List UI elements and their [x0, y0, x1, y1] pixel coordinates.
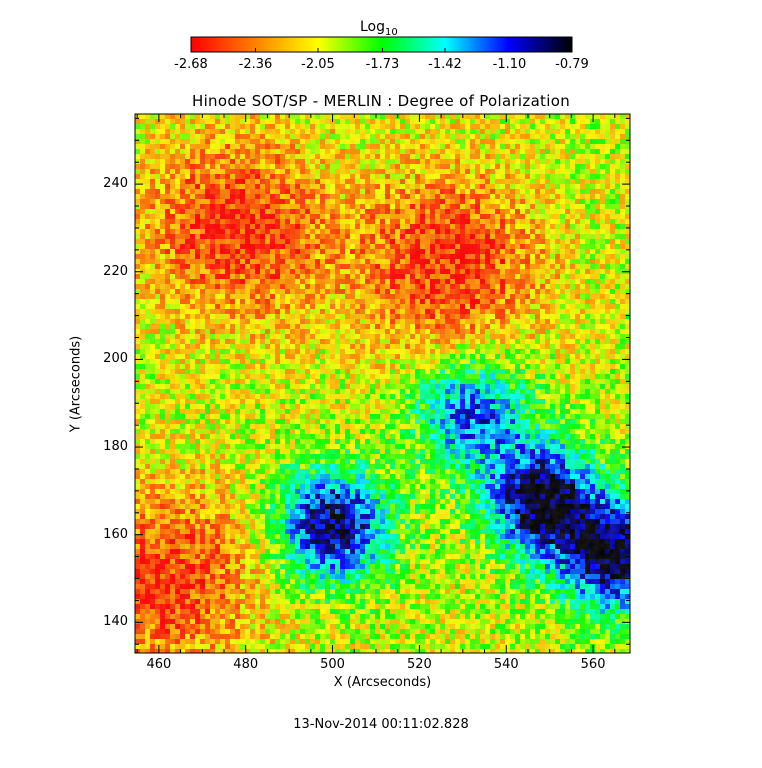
chart: [134, 36, 631, 654]
